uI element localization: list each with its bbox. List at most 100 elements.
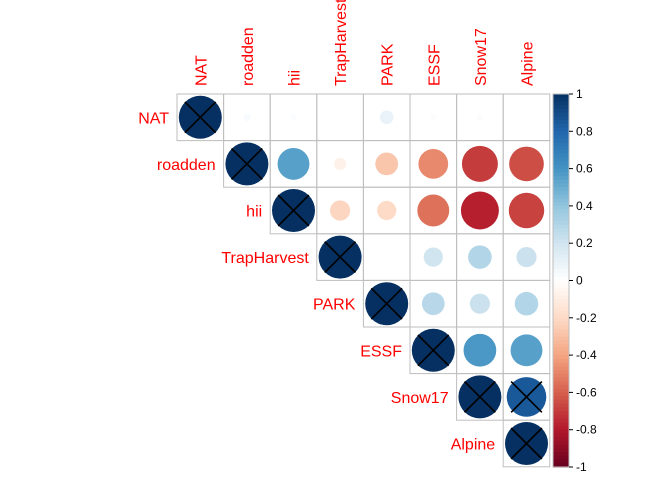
correlation-circle-NAT-hii	[290, 114, 297, 121]
colorbar-segment	[553, 131, 569, 136]
cross-mark	[184, 101, 217, 134]
colorbar-segment	[553, 448, 569, 453]
colorbar-segment	[553, 228, 569, 233]
colorbar-segment	[553, 411, 569, 416]
colorbar-segment	[553, 179, 569, 185]
colorbar-segment	[553, 235, 569, 241]
colorbar-tick-label: 0.4	[576, 199, 593, 213]
colorbar-segment	[553, 314, 569, 319]
colorbar-tick-label: -1	[576, 460, 587, 474]
colorbar-segment	[553, 254, 569, 259]
row-labels: NAT roadden hii TrapHarvest PARK ESSF Snow17 Al…	[138, 110, 495, 453]
colorbar-tick-label: 0.8	[576, 124, 593, 138]
colorbar-segment	[553, 321, 569, 326]
colorbar-segment	[553, 407, 569, 412]
colorbar-segment	[553, 161, 569, 166]
colorbar-segment	[553, 168, 569, 173]
colorbar-segment	[553, 273, 569, 278]
colorbar-segment	[553, 97, 569, 103]
correlation-circle-roadden-TrapHarvest	[334, 157, 347, 170]
cross-mark	[277, 194, 310, 227]
colorbar-segment	[553, 459, 569, 464]
colorbar-segment	[553, 366, 569, 371]
colorbar-segment	[553, 265, 569, 270]
colorbar-segment	[553, 232, 569, 237]
colorbar-segment	[553, 332, 569, 338]
cross-mark	[463, 380, 496, 413]
column-labels: NAT roadden hii TrapHarvest PARK ESSF Snow17 Al…	[193, 0, 536, 86]
column-label-PARK: PARK	[380, 43, 397, 86]
colorbar-segment	[553, 325, 569, 330]
colorbar-segment	[553, 176, 569, 181]
cross-mark	[510, 380, 543, 413]
colorbar-segment	[553, 422, 569, 427]
colorbar-segment	[553, 194, 569, 200]
colorbar-segment	[553, 112, 569, 117]
colorbar-segment	[553, 343, 569, 349]
colorbar-segment	[553, 258, 569, 263]
colorbar-segment	[553, 429, 569, 435]
colorbar-segment	[553, 239, 569, 244]
correlation-circle-TrapHarvest-ESSF	[423, 247, 443, 267]
correlation-circle-hii-ESSF	[417, 194, 450, 227]
cross-mark	[230, 147, 263, 180]
colorbar-segment	[553, 246, 569, 252]
colorbar-segment	[553, 120, 569, 125]
colorbar: 1 0.8 0.6 0.4 0.2 0 -0.2 -0.4 -0.6 -0.8 -1	[552, 87, 597, 474]
grid-cell	[502, 419, 551, 468]
colorbar-segment	[553, 306, 569, 311]
colorbar-segment	[553, 153, 569, 159]
colorbar-segment	[553, 224, 569, 229]
colorbar-segment	[553, 190, 569, 196]
colorbar-segment	[553, 243, 569, 248]
colorbar-segment	[553, 425, 569, 431]
colorbar-segment	[553, 213, 569, 218]
colorbar-tick-label: -0.6	[576, 385, 597, 399]
correlation-circle-NAT-roadden	[243, 113, 251, 122]
colorbar-segment	[553, 444, 569, 449]
colorbar-segment	[553, 440, 569, 446]
colorbar-tick-label: 1	[576, 87, 583, 101]
colorbar-segment	[553, 358, 569, 364]
correlation-circle-TrapHarvest-Snow17	[468, 245, 492, 269]
colorbar-segment	[553, 220, 569, 226]
correlation-circle-roadden-Alpine	[509, 146, 544, 182]
correlation-circle-TrapHarvest-Alpine	[516, 247, 537, 268]
colorbar-segment	[553, 101, 569, 106]
colorbar-segment	[553, 123, 569, 129]
colorbar-segment	[553, 172, 569, 177]
correlation-circle-NAT-ESSF	[430, 114, 437, 121]
correlation-circle-NAT-PARK	[379, 110, 394, 125]
colorbar-segment	[553, 280, 569, 285]
colorbar-segment	[553, 384, 569, 390]
colorbar-segment	[553, 396, 569, 401]
correlation-circle-NAT-Alpine	[524, 115, 529, 120]
colorbar-segment	[553, 433, 569, 438]
correlation-circle-NAT-Snow17	[476, 114, 483, 121]
colorbar-segment	[553, 284, 569, 289]
colorbar-segment	[553, 105, 569, 110]
column-label-hii: hii	[287, 70, 304, 86]
cross-mark	[324, 241, 357, 274]
correlation-circle-hii-Alpine	[508, 192, 545, 229]
colorbar-segment	[553, 146, 569, 151]
colorbar-segment	[553, 261, 569, 267]
colorbar-segment	[553, 317, 569, 323]
colorbar-segment	[553, 116, 569, 121]
colorbar-segment	[553, 336, 569, 341]
colorbar-segment	[553, 295, 569, 300]
colorbar-segment	[553, 205, 569, 211]
colorbar-segment	[553, 362, 569, 367]
colorbar-segment	[553, 455, 569, 461]
row-label-Snow17: Snow17	[391, 390, 449, 407]
colorbar-segment	[553, 183, 569, 188]
row-label-ESSF: ESSF	[360, 343, 402, 360]
colorbar-segment	[553, 142, 569, 147]
colorbar-segment	[553, 127, 569, 132]
cross-mark	[370, 287, 403, 320]
colorbar-segment	[553, 452, 569, 457]
colorbar-segment	[553, 302, 569, 308]
column-label-TrapHarvest: TrapHarvest	[333, 0, 350, 86]
